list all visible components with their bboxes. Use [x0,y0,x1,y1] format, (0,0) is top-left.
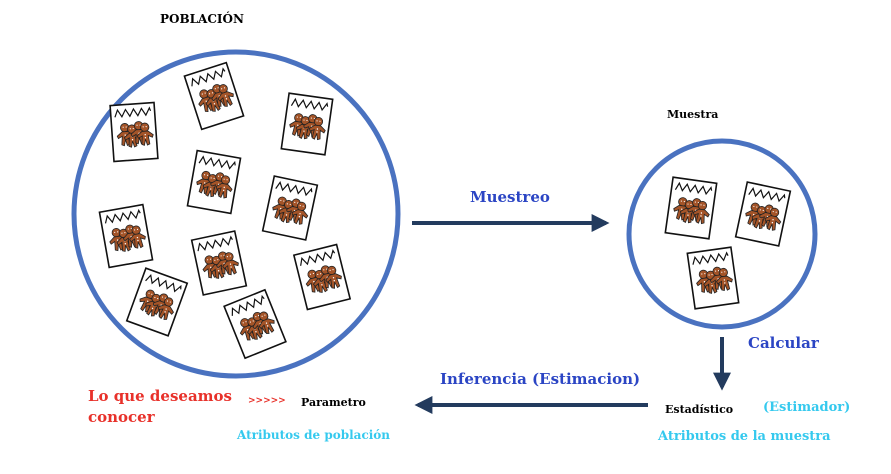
packet-icon [192,231,247,295]
population-attributes-label: Atributos de población [237,428,391,442]
packet-icon [263,176,318,240]
estimator-label: (Estimador) [763,400,851,415]
sample-packets [665,177,790,309]
population-packets [99,63,350,359]
packet-icon [127,268,187,336]
sampling-label: Muestreo [470,188,550,206]
calculate-label: Calcular [748,334,819,352]
packet-icon [294,245,350,310]
parameter-label: Parametro [301,396,366,409]
packet-icon [281,93,332,155]
packet-icon [665,177,716,239]
packet-icon [184,63,243,130]
packet-icon [110,103,158,162]
what-we-want-line1: Lo que deseamos [88,387,232,405]
what-we-want-note: Lo que deseamos conocer [88,386,232,428]
packet-icon [187,151,240,214]
sample-circle [626,138,818,330]
packet-icon [687,247,738,309]
pointer-arrows: >>>>> [248,396,286,406]
packet-icon [224,290,286,358]
statistic-label: Estadístico [665,403,734,416]
population-circle [71,49,401,379]
packet-icon [99,205,152,268]
sample-title: Muestra [667,108,719,121]
population-title: POBLACIÓN [160,12,244,26]
sample-attributes-label: Atributos de la muestra [658,429,831,444]
what-we-want-line2: conocer [88,408,155,426]
inference-label: Inferencia (Estimacion) [440,370,641,388]
packet-icon [736,182,791,246]
